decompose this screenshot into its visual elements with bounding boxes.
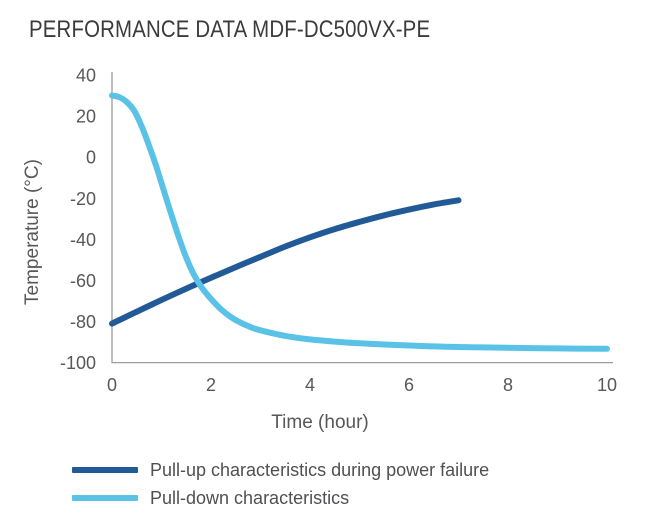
legend-item-pull-down: Pull-down characteristics bbox=[72, 485, 489, 511]
pull-up-line-swatch bbox=[72, 467, 138, 473]
y-axis-tick-label: -100 bbox=[60, 353, 96, 373]
chart-legend: Pull-up characteristics during power fai… bbox=[72, 457, 489, 511]
x-axis-tick-label: 10 bbox=[597, 375, 617, 395]
legend-item-pull-up: Pull-up characteristics during power fai… bbox=[72, 457, 489, 483]
x-axis-tick-label: 6 bbox=[404, 375, 414, 395]
chart-title: PERFORMANCE DATA MDF-DC500VX-PE bbox=[29, 16, 431, 43]
y-axis-tick-label: 0 bbox=[86, 148, 96, 168]
y-axis-tick-label: 40 bbox=[76, 66, 96, 86]
x-axis-tick-label: 0 bbox=[107, 375, 117, 395]
legend-label-pull-up: Pull-up characteristics during power fai… bbox=[150, 459, 490, 480]
axis-lines bbox=[111, 72, 613, 364]
y-axis-tick-label: -20 bbox=[70, 189, 96, 209]
pull-down-curve bbox=[109, 92, 610, 352]
legend-label-pull-down: Pull-down characteristics bbox=[150, 487, 350, 508]
x-axis-tick-label: 2 bbox=[206, 375, 216, 395]
y-axis-title: Temperature (°C) bbox=[22, 159, 43, 305]
y-axis-tick-label: -40 bbox=[70, 230, 96, 250]
x-axis-tick-label: 8 bbox=[503, 375, 513, 395]
pull-down-line-swatch bbox=[72, 495, 138, 501]
x-axis-tick-label: 4 bbox=[305, 375, 315, 395]
x-axis-title: Time (hour) bbox=[271, 412, 369, 433]
pull-up-curve bbox=[109, 197, 462, 327]
y-axis-tick-label: -80 bbox=[70, 312, 96, 332]
y-axis-tick-label: 20 bbox=[76, 107, 96, 127]
y-axis-tick-label: -60 bbox=[70, 271, 96, 291]
